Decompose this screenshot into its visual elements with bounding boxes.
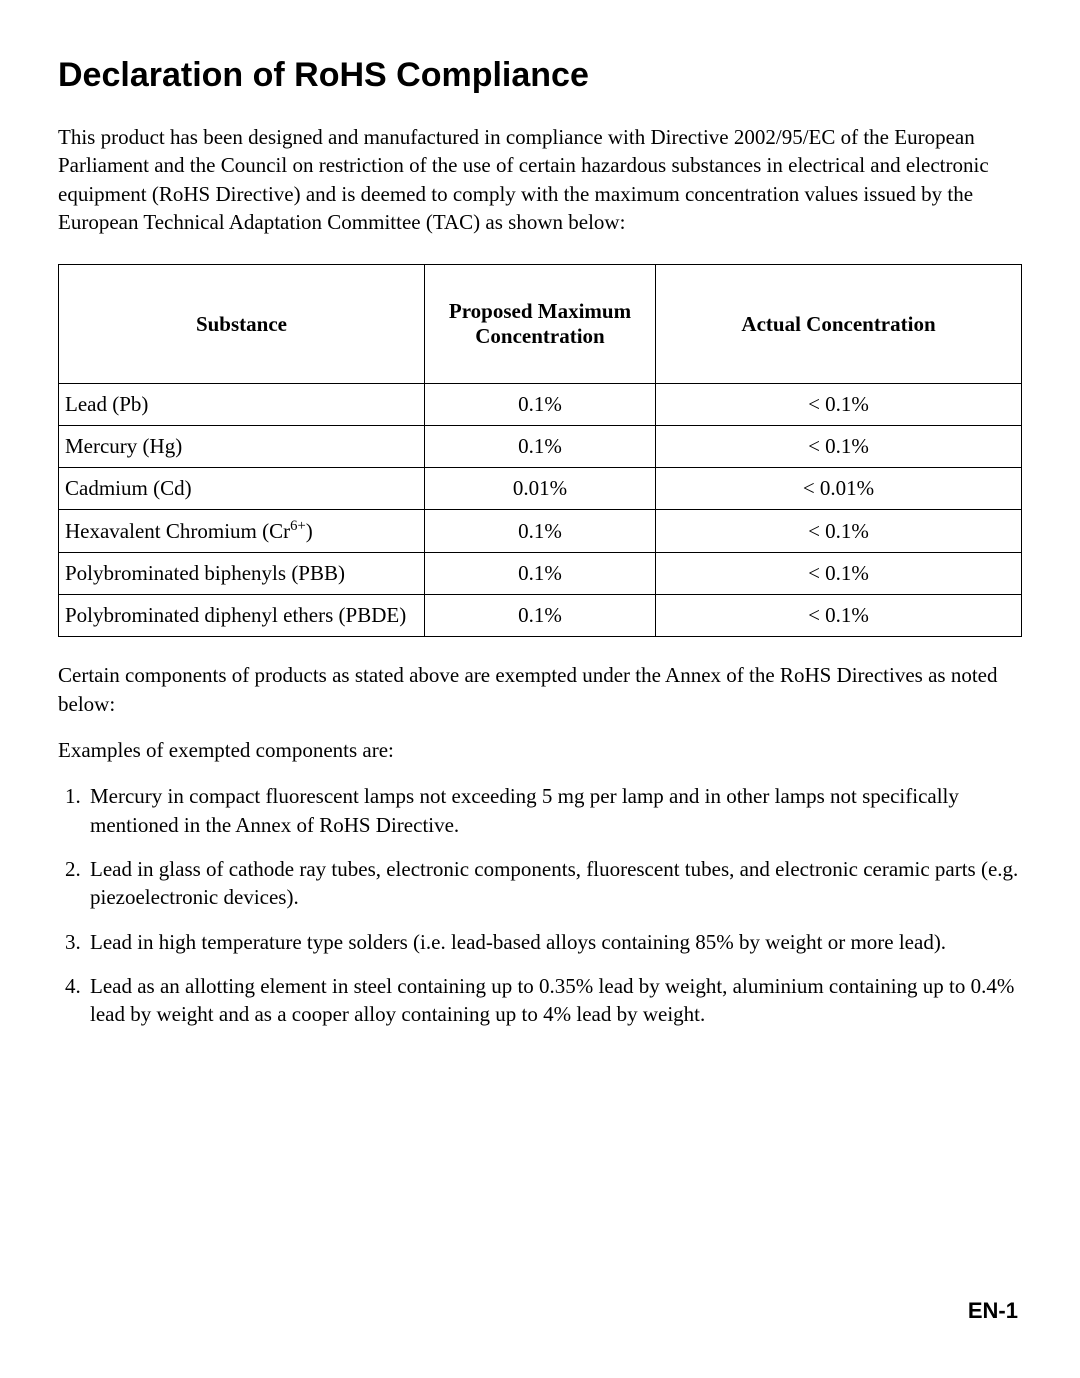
cell-actual: < 0.1% — [656, 595, 1022, 637]
table-header-row: Substance Proposed Maximum Concentration… — [59, 265, 1022, 384]
cell-max: 0.1% — [424, 384, 655, 426]
cell-substance: Polybrominated biphenyls (PBB) — [59, 553, 425, 595]
cell-substance: Cadmium (Cd) — [59, 468, 425, 510]
col-header-max: Proposed Maximum Concentration — [424, 265, 655, 384]
cell-actual: < 0.01% — [656, 468, 1022, 510]
table-row: Hexavalent Chromium (Cr6+)0.1%< 0.1% — [59, 510, 1022, 553]
exemption-list: Mercury in compact fluorescent lamps not… — [58, 782, 1022, 1028]
list-item: Lead in high temperature type solders (i… — [86, 928, 1022, 956]
cell-max: 0.1% — [424, 595, 655, 637]
cell-max: 0.01% — [424, 468, 655, 510]
cell-max: 0.1% — [424, 510, 655, 553]
cell-max: 0.1% — [424, 426, 655, 468]
cell-actual: < 0.1% — [656, 384, 1022, 426]
cell-actual: < 0.1% — [656, 510, 1022, 553]
table-row: Polybrominated biphenyls (PBB)0.1%< 0.1% — [59, 553, 1022, 595]
cell-actual: < 0.1% — [656, 553, 1022, 595]
table-row: Mercury (Hg)0.1%< 0.1% — [59, 426, 1022, 468]
rohs-table: Substance Proposed Maximum Concentration… — [58, 264, 1022, 637]
exemption-intro: Certain components of products as stated… — [58, 661, 1022, 718]
intro-paragraph: This product has been designed and manuf… — [58, 123, 1022, 236]
page-title: Declaration of RoHS Compliance — [58, 56, 1022, 95]
cell-max: 0.1% — [424, 553, 655, 595]
list-item: Lead in glass of cathode ray tubes, elec… — [86, 855, 1022, 912]
col-header-actual: Actual Concentration — [656, 265, 1022, 384]
table-row: Cadmium (Cd)0.01%< 0.01% — [59, 468, 1022, 510]
examples-label: Examples of exempted components are: — [58, 736, 1022, 764]
table-row: Polybrominated diphenyl ethers (PBDE)0.1… — [59, 595, 1022, 637]
list-item: Mercury in compact fluorescent lamps not… — [86, 782, 1022, 839]
list-item: Lead as an allotting element in steel co… — [86, 972, 1022, 1029]
table-row: Lead (Pb)0.1%< 0.1% — [59, 384, 1022, 426]
cell-substance: Hexavalent Chromium (Cr6+) — [59, 510, 425, 553]
cell-substance: Mercury (Hg) — [59, 426, 425, 468]
cell-substance: Polybrominated diphenyl ethers (PBDE) — [59, 595, 425, 637]
page-number: EN-1 — [968, 1298, 1018, 1324]
cell-actual: < 0.1% — [656, 426, 1022, 468]
col-header-substance: Substance — [59, 265, 425, 384]
cell-substance: Lead (Pb) — [59, 384, 425, 426]
